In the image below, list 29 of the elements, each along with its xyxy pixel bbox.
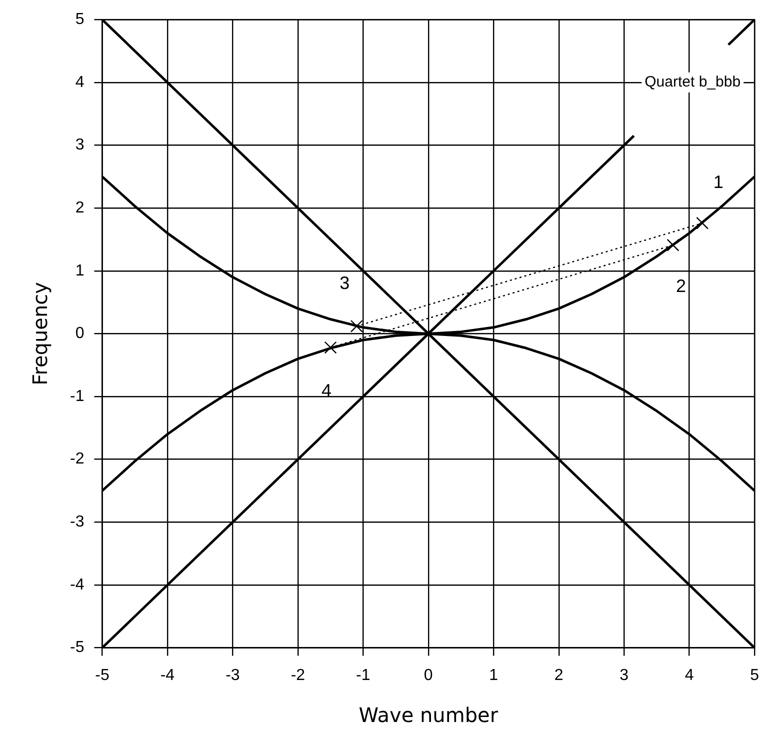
- y-tick-label: -1: [70, 388, 84, 405]
- y-tick-label: -5: [70, 639, 84, 656]
- annotation: 4: [322, 380, 332, 400]
- x-tick-label: -5: [95, 666, 110, 684]
- x-tick-label: -3: [226, 666, 240, 684]
- annotation: 1: [713, 172, 724, 192]
- x-tick-label: -2: [290, 666, 306, 684]
- y-tick-label: -2: [70, 450, 84, 468]
- y-tick-label: 1: [75, 262, 84, 280]
- annotation: 2: [676, 276, 686, 296]
- x-tick-label: -1: [356, 666, 370, 684]
- x-tick-label: 4: [684, 666, 694, 684]
- annotation: 3: [340, 273, 350, 294]
- x-tick-label: 5: [750, 666, 760, 684]
- y-tick-label: 5: [75, 11, 84, 28]
- annotation: Quartet b_bbb: [644, 74, 741, 91]
- x-tick-label: 0: [424, 666, 433, 684]
- x-tick-label: -4: [160, 666, 175, 684]
- x-tick-label: 3: [620, 666, 629, 684]
- y-tick-label: 3: [75, 136, 84, 154]
- y-tick-label: 4: [75, 74, 84, 91]
- y-axis-title: Frequency: [28, 282, 52, 386]
- y-tick-label: 2: [75, 199, 84, 216]
- x-tick-label: 1: [489, 666, 498, 684]
- x-tick-label: 2: [554, 666, 564, 684]
- x-axis-title: Wave number: [358, 703, 499, 728]
- y-tick-label: -3: [70, 514, 84, 531]
- y-tick-label: 0: [75, 325, 84, 342]
- y-tick-label: -4: [70, 576, 84, 594]
